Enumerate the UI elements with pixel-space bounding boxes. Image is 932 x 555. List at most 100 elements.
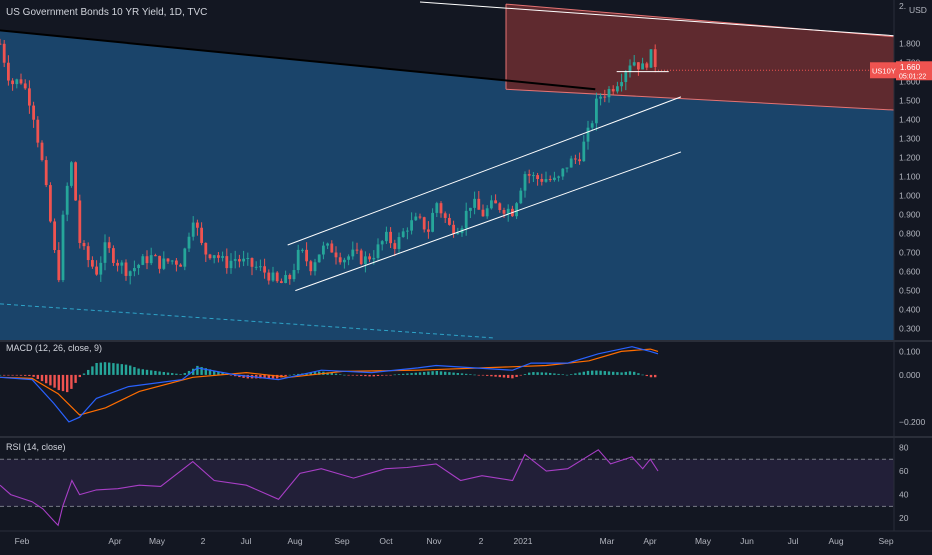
- time-tick: 2: [479, 536, 484, 546]
- candle-body: [28, 88, 31, 106]
- trendline-channel-lower: [295, 151, 682, 292]
- candle-body: [527, 174, 531, 176]
- candle-body: [65, 185, 69, 215]
- macd-histogram-bar: [24, 374, 27, 376]
- macd-histogram-bar: [288, 374, 291, 376]
- main-panel[interactable]: [0, 1, 895, 341]
- candle-body: [313, 262, 317, 272]
- macd-histogram-bar: [549, 372, 552, 375]
- time-tick: Feb: [15, 536, 30, 546]
- macd-histogram-bar: [376, 374, 380, 376]
- macd-histogram-bar: [389, 374, 392, 376]
- time-tick: Jul: [241, 536, 252, 546]
- candle-body: [15, 79, 19, 85]
- candle-body: [620, 82, 623, 87]
- macd-histogram-bar: [145, 369, 149, 375]
- candle-body: [217, 255, 220, 258]
- candle-body: [540, 179, 544, 182]
- macd-histogram-bar: [183, 373, 186, 375]
- candle-body: [78, 200, 82, 243]
- rsi-panel[interactable]: 80 60 40 20: [0, 442, 909, 527]
- candle-body: [86, 246, 90, 261]
- macd-histogram-bar: [486, 374, 489, 376]
- candle-body: [233, 259, 237, 261]
- time-tick: Sep: [878, 536, 893, 546]
- macd-histogram-bar: [32, 374, 35, 377]
- candle-body: [305, 249, 308, 262]
- candle-body: [502, 209, 506, 214]
- macd-panel[interactable]: 0.100 0.000 −0.200: [0, 346, 926, 427]
- macd-histogram-bar: [364, 374, 367, 377]
- candle-body: [309, 261, 313, 272]
- macd-histogram-bar: [624, 371, 627, 375]
- macd-histogram-bar: [532, 372, 535, 375]
- candle-body: [628, 65, 632, 73]
- candle-body: [506, 208, 510, 214]
- trendline-channel-upper: [287, 96, 682, 246]
- price-tick: 1.300: [899, 134, 921, 144]
- last-price-symbol: US10Y: [872, 66, 896, 75]
- macd-histogram-bar: [637, 373, 640, 375]
- candle-body: [229, 260, 233, 269]
- macd-histogram-bar: [616, 372, 619, 375]
- candle-body: [595, 98, 598, 124]
- macd-histogram-bar: [469, 374, 472, 375]
- macd-histogram-bar: [511, 374, 514, 379]
- macd-histogram-bar: [418, 372, 422, 375]
- macd-histogram-bar: [347, 374, 350, 376]
- time-tick: Aug: [287, 536, 302, 546]
- macd-histogram-bar: [444, 371, 447, 375]
- time-tick: 2: [201, 536, 206, 546]
- macd-histogram-bar: [385, 374, 388, 376]
- candle-body: [7, 62, 10, 81]
- macd-histogram-bar: [633, 371, 636, 375]
- candle-body: [359, 250, 363, 265]
- macd-histogram-bar: [490, 374, 493, 377]
- macd-histogram-bar: [519, 374, 522, 376]
- candle-body: [393, 243, 397, 249]
- price-axis[interactable]: 2.USD1.8001.7001.6001.5001.4001.3001.200…: [0, 0, 932, 532]
- macd-histogram-bar: [628, 371, 632, 375]
- candle-body: [616, 86, 619, 92]
- candle-body: [380, 241, 384, 245]
- macd-histogram-bar: [200, 367, 203, 375]
- candle-body: [586, 127, 590, 142]
- time-tick: Apr: [108, 536, 121, 546]
- trendline-dashed: [0, 303, 496, 339]
- candle-body: [44, 160, 48, 186]
- time-axis[interactable]: Feb Apr May 2 Jul Aug Sep Oct Nov 2 2021 Mar Apr May J…: [15, 536, 894, 546]
- macd-histogram-bar: [427, 371, 430, 375]
- candle-body: [364, 256, 367, 265]
- macd-histogram-bar: [645, 374, 648, 377]
- candle-body: [221, 256, 224, 258]
- price-tick: 1.200: [899, 153, 921, 163]
- candle-body: [267, 272, 271, 281]
- macd-histogram-bar: [229, 374, 233, 376]
- candle-body: [414, 216, 418, 221]
- candle-body: [494, 200, 497, 204]
- last-price-value: 1.660: [900, 63, 921, 72]
- macd-tick: −0.200: [899, 417, 926, 427]
- macd-histogram-bar: [456, 372, 459, 375]
- price-tick: 0.900: [899, 210, 921, 220]
- candle-body: [548, 179, 552, 181]
- last-price-countdown: 05:01:22: [899, 73, 926, 80]
- macd-histogram-bar: [91, 366, 94, 375]
- macd-histogram-bar: [95, 362, 98, 375]
- candle-body: [435, 203, 439, 213]
- candle-body: [61, 214, 65, 281]
- candle-body: [351, 249, 355, 257]
- macd-histogram-bar: [213, 370, 216, 375]
- macd-histogram-bar: [221, 372, 224, 375]
- candle-body: [124, 262, 128, 276]
- price-tick: 0.600: [899, 267, 921, 277]
- macd-histogram-bar: [502, 374, 506, 378]
- candle-body: [519, 190, 523, 204]
- macd-histogram-bar: [410, 373, 413, 375]
- macd-histogram-bar: [187, 370, 191, 375]
- time-tick: 2021: [514, 536, 533, 546]
- macd-histogram-bar: [179, 374, 182, 375]
- macd-tick: 0.000: [899, 370, 921, 380]
- macd-histogram-bar: [45, 374, 48, 384]
- candle-body: [107, 242, 111, 249]
